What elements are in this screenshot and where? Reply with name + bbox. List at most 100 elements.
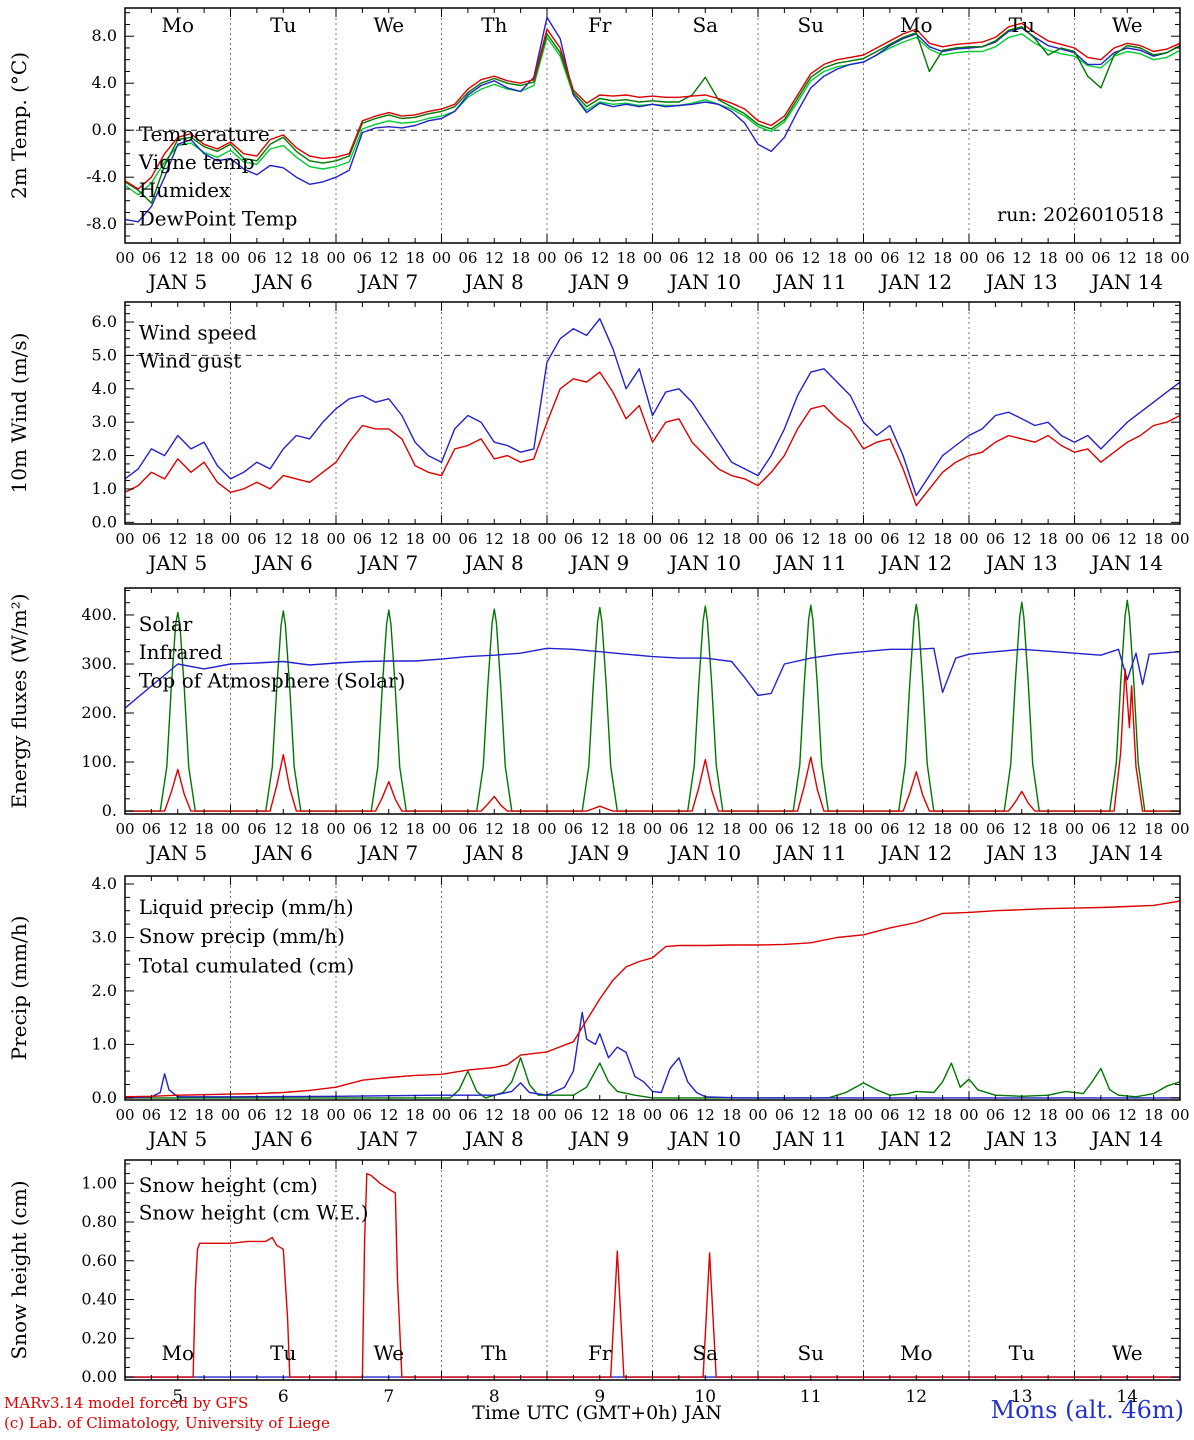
date-label: JAN 11 xyxy=(773,1127,847,1151)
hour-tick-label: 12 xyxy=(168,1106,187,1124)
legend-label: Temperature xyxy=(139,122,270,146)
panel-border xyxy=(124,587,1181,815)
hour-tick-label: 18 xyxy=(406,1106,425,1124)
legend-label: Wind gust xyxy=(139,348,242,372)
hour-tick-label: 00 xyxy=(748,1106,767,1124)
run-label: run: 2026010518 xyxy=(997,204,1164,226)
y-tick-label: 200. xyxy=(81,703,117,722)
hour-tick-label: 00 xyxy=(1065,530,1084,548)
hour-tick-label: 06 xyxy=(1091,249,1110,267)
hour-tick-label: 00 xyxy=(1065,820,1084,838)
hour-tick-label: 00 xyxy=(115,820,134,838)
hour-tick-label: 12 xyxy=(1012,820,1031,838)
hour-tick-label: 00 xyxy=(643,530,662,548)
date-label: JAN 11 xyxy=(773,270,847,294)
hour-tick-label: 00 xyxy=(1065,249,1084,267)
y-tick-label: 100. xyxy=(81,752,117,771)
hour-tick-label: 12 xyxy=(1118,820,1137,838)
y-axis-label: Precip (mm/h) xyxy=(7,916,31,1061)
y-tick-label: 1.0 xyxy=(92,479,117,498)
hour-tick-label: 00 xyxy=(537,530,556,548)
y-tick-label: 0.0 xyxy=(92,120,117,139)
date-label: JAN 11 xyxy=(773,841,847,865)
day-number-label: 13 xyxy=(1011,1387,1033,1407)
hour-tick-label: 12 xyxy=(168,249,187,267)
date-label: JAN 8 xyxy=(463,270,524,294)
hour-tick-label: 06 xyxy=(353,1106,372,1124)
date-label: JAN 14 xyxy=(1089,270,1163,294)
hour-tick-label: 00 xyxy=(537,820,556,838)
hour-tick-label: 18 xyxy=(933,530,952,548)
date-label: JAN 10 xyxy=(667,841,741,865)
hour-tick-label: 18 xyxy=(617,249,636,267)
hour-tick-label: 00 xyxy=(643,1106,662,1124)
hour-tick-label: 18 xyxy=(1039,1106,1058,1124)
hour-tick-label: 00 xyxy=(643,249,662,267)
hour-tick-label: 00 xyxy=(1170,820,1189,838)
date-label: JAN 5 xyxy=(146,551,207,575)
hour-tick-label: 06 xyxy=(880,1106,899,1124)
hour-tick-label: 00 xyxy=(854,820,873,838)
legend-label: Snow height (cm) xyxy=(139,1173,318,1197)
weekday-label: Th xyxy=(481,13,507,37)
series-snow-precip xyxy=(125,1011,1180,1099)
hour-tick-label: 00 xyxy=(326,1106,345,1124)
hour-tick-label: 18 xyxy=(511,820,530,838)
hour-tick-label: 12 xyxy=(379,530,398,548)
hour-tick-label: 12 xyxy=(696,1106,715,1124)
weekday-label: Tu xyxy=(270,13,296,37)
hour-tick-label: 00 xyxy=(221,820,240,838)
weekday-label: Mo xyxy=(900,13,933,37)
hour-tick-label: 18 xyxy=(406,530,425,548)
hour-tick-label: 06 xyxy=(880,820,899,838)
y-tick-label: 0.20 xyxy=(81,1328,117,1347)
y-tick-label: 0.80 xyxy=(81,1212,117,1231)
hour-tick-label: 12 xyxy=(485,249,504,267)
legend-label: Total cumulated (cm) xyxy=(139,953,355,977)
hour-tick-label: 18 xyxy=(1039,530,1058,548)
hour-tick-label: 00 xyxy=(115,1106,134,1124)
panel-temperature: -8.0 -4.0 0.0 4.0 8.0 2m Temp. (°C) Temperatur… xyxy=(7,7,1190,294)
y-tick-label: 2.0 xyxy=(92,981,117,1000)
y-tick-label: 1.0 xyxy=(92,1034,117,1053)
hour-tick-label: 18 xyxy=(828,820,847,838)
y-tick-label: 0.00 xyxy=(81,1367,117,1386)
hour-tick-label: 06 xyxy=(458,249,477,267)
date-label: JAN 14 xyxy=(1089,1127,1163,1151)
panel-wind: 0.0 1.0 2.0 3.0 4.0 5.0 6.0 10m Wind (m/s) Wind … xyxy=(7,301,1190,575)
hour-tick-label: 00 xyxy=(748,820,767,838)
date-label: JAN 8 xyxy=(463,551,524,575)
legend-label: Snow height (cm W.E.) xyxy=(139,1200,369,1224)
y-tick-label: 4.0 xyxy=(92,874,117,893)
y-tick-label: 2.0 xyxy=(92,446,117,465)
y-tick-label: 6.0 xyxy=(92,312,117,331)
date-label: JAN 6 xyxy=(252,551,313,575)
y-tick-label: 3.0 xyxy=(92,412,117,431)
weekday-label: Th xyxy=(481,1341,507,1365)
hour-tick-label: 12 xyxy=(274,530,293,548)
legend-label: Snow precip (mm/h) xyxy=(139,924,345,948)
hour-tick-label: 06 xyxy=(775,249,794,267)
series-wind-gust xyxy=(125,318,1180,497)
hour-tick-label: 12 xyxy=(379,249,398,267)
y-axis-label: 10m Wind (m/s) xyxy=(7,333,31,494)
hour-tick-label: 00 xyxy=(1170,530,1189,548)
y-tick-label: -8.0 xyxy=(86,214,117,233)
legend-label: Infrared xyxy=(139,640,223,664)
legend-label: DewPoint Temp xyxy=(139,206,298,230)
y-tick-label: 400. xyxy=(81,605,117,624)
hour-tick-label: 18 xyxy=(195,820,214,838)
weekday-label: Mo xyxy=(161,13,194,37)
date-label: JAN 8 xyxy=(463,1127,524,1151)
hour-tick-label: 18 xyxy=(1144,820,1163,838)
hour-tick-label: 06 xyxy=(986,530,1005,548)
weekday-label: Tu xyxy=(1009,1341,1035,1365)
hour-tick-label: 12 xyxy=(1012,249,1031,267)
hour-tick-label: 00 xyxy=(432,820,451,838)
hour-tick-label: 18 xyxy=(617,1106,636,1124)
hour-tick-label: 12 xyxy=(485,820,504,838)
weekday-label: We xyxy=(373,13,404,37)
hour-tick-label: 12 xyxy=(1012,530,1031,548)
hour-tick-label: 18 xyxy=(300,1106,319,1124)
